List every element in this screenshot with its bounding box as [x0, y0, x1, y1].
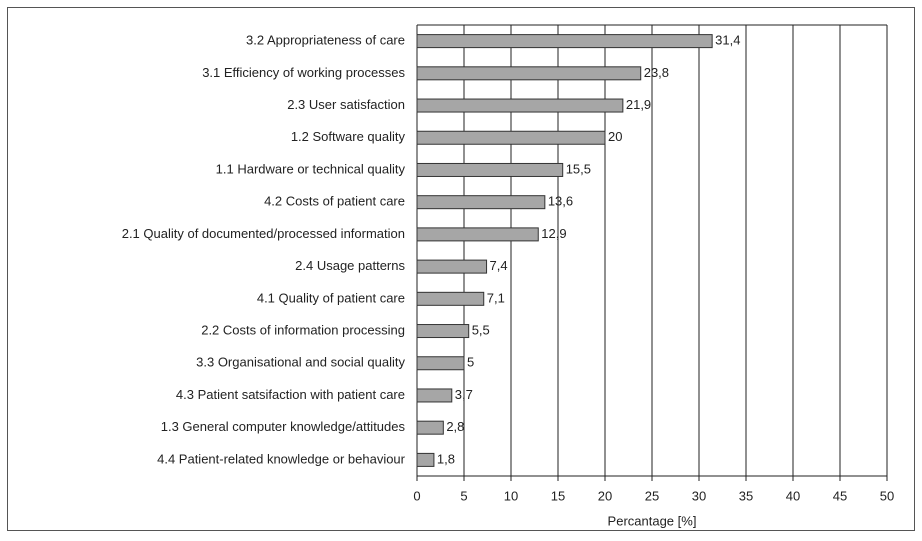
data-label: 5 [467, 355, 474, 370]
data-label: 5,5 [472, 322, 490, 337]
bar [416, 452, 435, 467]
x-tick-label: 40 [786, 488, 800, 503]
bar [416, 195, 546, 210]
data-label: 7,1 [487, 290, 505, 305]
y-tick-label: 3.2 Appropriateness of care [246, 33, 405, 48]
data-label: 13,6 [548, 194, 573, 209]
x-tick-label: 0 [413, 488, 420, 503]
bar [416, 34, 713, 49]
x-tick-label: 30 [692, 488, 706, 503]
data-label: 12,9 [541, 226, 566, 241]
y-tick-label: 4.2 Costs of patient care [264, 194, 405, 209]
bar [416, 130, 606, 145]
x-axis-title: Percantage [%] [608, 513, 697, 528]
y-tick-label: 1.3 General computer knowledge/attitudes [161, 419, 406, 434]
data-label: 31,4 [715, 33, 740, 48]
data-label: 23,8 [644, 65, 669, 80]
bar [416, 259, 488, 274]
data-label: 3,7 [455, 387, 473, 402]
y-tick-label: 3.1 Efficiency of working processes [202, 65, 405, 80]
y-tick-label: 2.4 Usage patterns [295, 258, 405, 273]
data-label: 15,5 [566, 161, 591, 176]
x-tick-label: 15 [551, 488, 565, 503]
y-tick-label: 1.1 Hardware or technical quality [216, 161, 406, 176]
bar [416, 66, 642, 81]
x-tick-label: 25 [645, 488, 659, 503]
x-tick-label: 35 [739, 488, 753, 503]
y-tick-label: 1.2 Software quality [291, 129, 406, 144]
data-label: 20 [608, 129, 622, 144]
y-tick-label: 4.3 Patient satsifaction with patient ca… [176, 387, 405, 402]
bar [416, 162, 564, 177]
bar [416, 227, 539, 242]
data-label: 21,9 [626, 97, 651, 112]
data-label: 2,8 [446, 419, 464, 434]
x-tick-label: 5 [460, 488, 467, 503]
x-tick-label: 10 [504, 488, 518, 503]
x-tick-label: 45 [833, 488, 847, 503]
y-tick-label: 4.4 Patient-related knowledge or behavio… [157, 451, 406, 466]
y-tick-label: 2.1 Quality of documented/processed info… [122, 226, 405, 241]
y-tick-label: 2.3 User satisfaction [287, 97, 405, 112]
x-tick-label: 50 [880, 488, 894, 503]
x-tick-label: 20 [598, 488, 612, 503]
data-label: 1,8 [437, 451, 455, 466]
bar [416, 324, 470, 339]
data-label: 7,4 [490, 258, 508, 273]
y-tick-label: 3.3 Organisational and social quality [196, 355, 405, 370]
bar [416, 420, 444, 435]
bar [416, 388, 453, 403]
bar [416, 291, 485, 306]
bar [416, 98, 624, 113]
y-tick-label: 2.2 Costs of information processing [201, 322, 405, 337]
bar [416, 356, 465, 371]
y-tick-label: 4.1 Quality of patient care [257, 290, 405, 305]
